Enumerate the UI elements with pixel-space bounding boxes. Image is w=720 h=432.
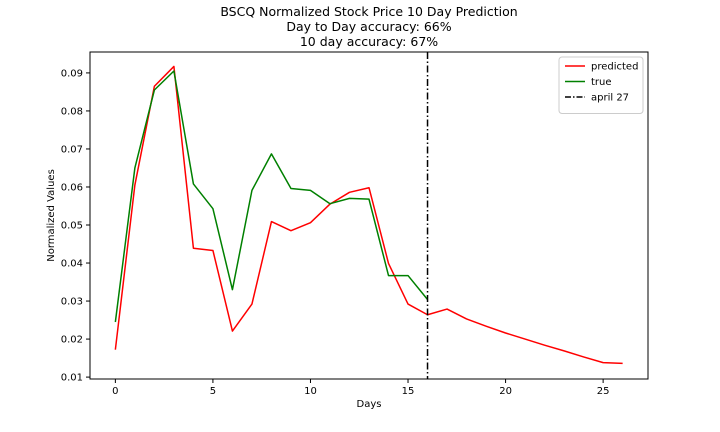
- y-tick-label: 0.08: [61, 106, 83, 117]
- chart-title: BSCQ Normalized Stock Price 10 Day Predi…: [220, 4, 517, 49]
- x-tick-label: 20: [499, 386, 512, 397]
- x-axis-label: Days: [357, 399, 382, 410]
- y-tick-label: 0.06: [61, 182, 83, 193]
- y-tick-label: 0.07: [61, 144, 83, 155]
- series-line-predicted: [114, 65, 623, 365]
- y-tick-label: 0.02: [61, 335, 83, 346]
- y-tick-label: 0.09: [61, 68, 83, 79]
- y-axis-label: Normalized Values: [46, 169, 57, 262]
- legend-label: april 27: [591, 93, 629, 104]
- x-tick-label: 15: [402, 386, 415, 397]
- series-line-true: [114, 70, 429, 323]
- plot-marks: [114, 52, 623, 379]
- legend-label: predicted: [591, 62, 638, 73]
- y-tick-label: 0.03: [61, 297, 83, 308]
- y-tick-label: 0.01: [61, 373, 83, 384]
- x-tick-label: 5: [210, 386, 216, 397]
- chart-title-line: BSCQ Normalized Stock Price 10 Day Predi…: [220, 4, 517, 19]
- x-axis-ticks: 0 5 10 15 20 25: [112, 379, 609, 397]
- legend: predicted true april 27: [558, 56, 644, 114]
- chart-title-line: 10 day accuracy: 67%: [300, 34, 438, 49]
- legend-label: true: [591, 77, 612, 88]
- y-axis-ticks: 0.01 0.02 0.03 0.04 0.05 0.06 0.07 0.08 0.09: [61, 68, 90, 384]
- x-tick-label: 10: [304, 386, 317, 397]
- x-tick-label: 0: [112, 386, 118, 397]
- legend-box: [558, 56, 644, 114]
- y-tick-label: 0.04: [61, 259, 83, 270]
- chart-title-line: Day to Day accuracy: 66%: [286, 19, 451, 34]
- y-tick-label: 0.05: [61, 221, 83, 232]
- x-tick-label: 25: [597, 386, 610, 397]
- plot-frame: [89, 51, 649, 380]
